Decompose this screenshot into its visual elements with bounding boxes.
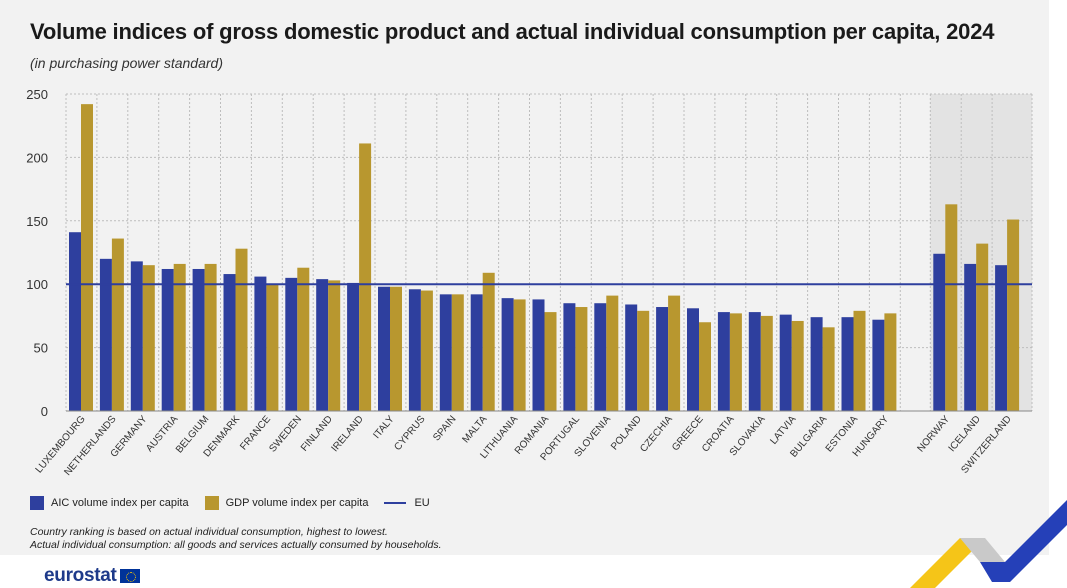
bar-gdp [606, 295, 619, 411]
bar-gdp [235, 248, 248, 411]
bar-chart: 050100150200250LUXEMBOURGNETHERLANDSGERM… [26, 87, 1033, 478]
bar-aic [223, 274, 236, 411]
chart-title: Volume indices of gross domestic product… [30, 19, 995, 44]
bar-gdp [853, 310, 866, 411]
bar-gdp [637, 310, 650, 411]
eurostat-wordmark: eurostat [44, 565, 117, 586]
bar-gdp [142, 265, 155, 411]
x-tick-label: CYPRUS [392, 414, 427, 453]
x-tick-label: SPAIN [431, 414, 458, 444]
bar-aic [841, 317, 854, 411]
legend-item-eu: EU [384, 497, 430, 509]
bar-gdp [204, 263, 217, 411]
bar-aic [378, 286, 390, 411]
bar-aic [748, 312, 761, 411]
chart-notes: Country ranking is based on actual indiv… [30, 526, 442, 552]
bar-gdp [822, 327, 835, 411]
bar-gdp [111, 238, 124, 411]
bar-gdp [297, 267, 310, 411]
bar-aic [130, 261, 143, 411]
bar-gdp [328, 280, 341, 411]
y-tick-label: 0 [41, 404, 48, 419]
y-tick-label: 200 [26, 150, 48, 165]
y-tick-label: 150 [26, 214, 48, 229]
bar-gdp [760, 315, 773, 411]
x-tick-label: ITALY [371, 414, 397, 441]
bar-gdp [699, 322, 711, 411]
chart-subtitle: (in purchasing power standard) [30, 55, 223, 71]
legend-line-eu [384, 502, 407, 504]
legend-swatch-gdp [204, 496, 219, 510]
bar-gdp [420, 290, 433, 411]
bar-gdp [544, 312, 557, 411]
bar-aic [470, 294, 483, 411]
eu-flag-icon [119, 569, 140, 583]
bar-aic [810, 317, 823, 411]
eurostat-logo: eurostat [44, 565, 140, 587]
legend-swatch-aic [30, 496, 44, 510]
bar-aic [192, 268, 205, 411]
bar-gdp [668, 295, 681, 411]
bar-gdp [791, 320, 804, 411]
chart-legend: AIC volume index per capita GDP volume i… [30, 496, 446, 510]
x-tick-label: LATVIA [768, 414, 798, 447]
bar-gdp [945, 204, 958, 411]
legend-item-aic: AIC volume index per capita [30, 496, 189, 510]
bar-gdp [513, 299, 526, 411]
bar-aic [69, 232, 81, 411]
bar-aic [99, 258, 112, 411]
bar-aic [717, 312, 730, 411]
bar-gdp [451, 294, 464, 411]
bar-aic [594, 303, 607, 411]
legend-label-aic: AIC volume index per capita [51, 497, 189, 509]
bar-gdp [729, 313, 742, 411]
x-tick-label: CZECHIA [638, 414, 675, 455]
x-tick-label: IRELAND [330, 414, 366, 454]
bar-aic [872, 319, 885, 411]
y-tick-label: 100 [26, 277, 48, 292]
bar-aic [656, 307, 669, 411]
note-ranking: Country ranking is based on actual indiv… [30, 526, 388, 538]
x-tick-label: SWEDEN [267, 414, 304, 455]
bar-gdp [173, 263, 186, 411]
legend-item-gdp: GDP volume index per capita [204, 496, 369, 510]
x-tick-label: MALTA [461, 414, 490, 446]
bar-aic [161, 268, 174, 411]
bar-aic [501, 298, 514, 411]
bar-gdp [81, 104, 93, 412]
bar-aic [995, 265, 1008, 411]
bar-gdp [359, 143, 372, 411]
bar-gdp [390, 286, 402, 411]
bar-aic [964, 263, 977, 411]
bar-aic [285, 277, 298, 411]
legend-label-eu: EU [414, 497, 430, 509]
bar-aic [439, 294, 452, 411]
bar-aic [933, 253, 946, 411]
bar-aic [408, 289, 421, 411]
bar-aic [779, 314, 792, 411]
bar-aic [532, 299, 545, 411]
y-tick-label: 50 [34, 341, 48, 356]
bar-aic [316, 279, 329, 411]
bar-aic [254, 276, 267, 411]
y-tick-label: 250 [26, 87, 48, 102]
bar-aic [347, 282, 360, 411]
bar-aic [563, 303, 576, 411]
bar-aic [687, 308, 699, 411]
bar-gdp [976, 243, 989, 411]
bar-gdp [266, 284, 279, 411]
bar-gdp [575, 307, 588, 411]
bar-aic [625, 304, 638, 411]
legend-label-gdp: GDP volume index per capita [225, 497, 369, 509]
bar-gdp [482, 272, 495, 411]
note-aic-definition: Actual individual consumption: all goods… [30, 539, 442, 551]
decorative-chevron-graphic [910, 500, 1067, 588]
bar-gdp [1007, 219, 1020, 411]
bar-gdp [884, 313, 897, 411]
